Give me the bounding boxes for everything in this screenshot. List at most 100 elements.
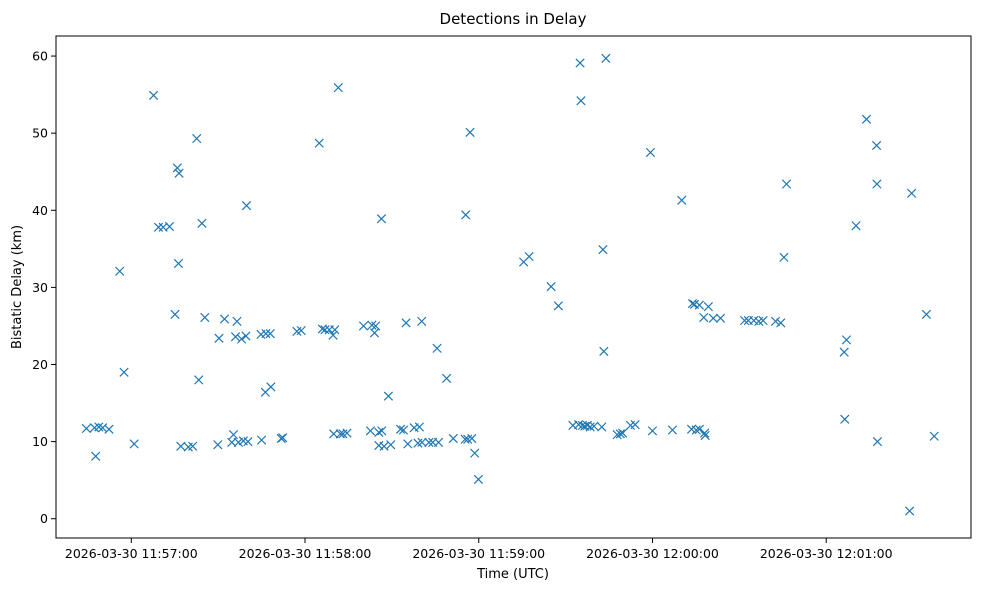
data-point bbox=[377, 426, 387, 436]
data-point bbox=[241, 201, 252, 211]
data-point bbox=[546, 281, 556, 292]
y-tick-label: 60 bbox=[32, 49, 48, 64]
x-axis: 2026-03-30 11:57:00 2026-03-30 11:58:00 20… bbox=[65, 538, 893, 561]
data-point bbox=[417, 316, 427, 326]
data-point bbox=[197, 218, 207, 229]
data-point bbox=[256, 435, 267, 445]
data-point bbox=[314, 138, 324, 148]
data-point bbox=[214, 333, 224, 343]
data-point bbox=[173, 258, 184, 269]
data-point bbox=[467, 433, 477, 444]
data-point bbox=[575, 58, 585, 68]
data-point bbox=[81, 423, 92, 434]
data-point bbox=[278, 433, 288, 443]
data-point bbox=[647, 426, 658, 436]
data-point bbox=[779, 252, 789, 262]
data-point bbox=[395, 424, 406, 434]
data-point bbox=[232, 316, 242, 326]
data-point bbox=[236, 334, 247, 344]
data-point bbox=[174, 168, 184, 178]
data-point bbox=[115, 266, 125, 276]
data-point bbox=[328, 330, 338, 340]
data-point bbox=[265, 329, 275, 339]
plot-area bbox=[55, 35, 972, 539]
x-tick-label: 2026-03-30 11:57:00 bbox=[65, 546, 198, 561]
data-point bbox=[553, 301, 564, 311]
data-point bbox=[153, 222, 164, 232]
data-point bbox=[227, 437, 237, 448]
data-point bbox=[615, 429, 625, 439]
x-tick-label: 2026-03-30 11:58:00 bbox=[239, 546, 372, 561]
data-point bbox=[374, 427, 384, 437]
data-point bbox=[441, 373, 452, 384]
data-point bbox=[330, 325, 340, 335]
data-point bbox=[94, 422, 104, 432]
data-point bbox=[241, 331, 251, 341]
data-point bbox=[851, 221, 861, 231]
data-point bbox=[687, 298, 698, 309]
data-point bbox=[871, 140, 882, 151]
data-point bbox=[228, 430, 239, 440]
x-axis-label: Time (UTC) bbox=[476, 567, 549, 582]
data-point bbox=[176, 441, 186, 451]
data-point bbox=[266, 382, 276, 392]
data-point bbox=[329, 429, 339, 439]
data-point bbox=[414, 422, 425, 432]
data-point bbox=[243, 436, 253, 447]
data-point bbox=[781, 179, 792, 189]
data-point bbox=[574, 420, 584, 430]
data-point bbox=[645, 147, 656, 158]
data-point bbox=[465, 127, 475, 138]
data-point bbox=[694, 300, 705, 310]
data-point bbox=[367, 320, 377, 330]
data-point bbox=[703, 302, 713, 312]
data-point bbox=[192, 133, 202, 144]
data-point bbox=[840, 414, 850, 424]
data-point bbox=[839, 347, 849, 357]
data-point bbox=[365, 426, 376, 436]
data-point bbox=[524, 251, 534, 262]
data-point bbox=[296, 325, 306, 336]
data-point bbox=[433, 437, 444, 448]
data-point bbox=[386, 440, 396, 450]
data-point bbox=[194, 375, 204, 385]
data-point bbox=[91, 451, 101, 461]
data-point bbox=[119, 367, 129, 377]
y-tick-label: 0 bbox=[40, 511, 48, 526]
data-point bbox=[677, 195, 687, 205]
y-tick-label: 10 bbox=[32, 434, 48, 449]
data-point bbox=[667, 425, 678, 435]
data-point bbox=[699, 428, 710, 438]
data-point bbox=[872, 436, 883, 447]
data-point bbox=[261, 329, 271, 339]
data-point bbox=[598, 244, 608, 255]
data-points bbox=[81, 53, 939, 516]
data-point bbox=[417, 437, 427, 448]
data-point bbox=[576, 96, 586, 106]
data-point bbox=[358, 321, 369, 331]
data-point bbox=[219, 314, 230, 324]
data-point bbox=[776, 318, 786, 328]
data-point bbox=[371, 321, 381, 331]
data-point bbox=[403, 439, 413, 449]
data-point bbox=[907, 188, 917, 198]
data-point bbox=[170, 309, 180, 319]
data-point bbox=[129, 439, 139, 449]
data-point bbox=[758, 315, 768, 326]
y-axis-label: Bistatic Delay (km) bbox=[10, 225, 25, 349]
data-point bbox=[320, 325, 330, 335]
data-point bbox=[213, 440, 223, 450]
x-tick-label: 2026-03-30 11:59:00 bbox=[412, 546, 545, 561]
data-point bbox=[601, 53, 611, 63]
data-point bbox=[164, 221, 175, 232]
data-point bbox=[630, 420, 640, 430]
y-axis: 0 10 20 30 40 50 60 bbox=[32, 49, 56, 526]
y-tick-label: 30 bbox=[32, 280, 48, 295]
data-point bbox=[233, 437, 244, 448]
data-point bbox=[461, 210, 471, 220]
data-point bbox=[929, 431, 939, 441]
y-tick-label: 40 bbox=[32, 203, 48, 218]
chart-title: Detections in Delay bbox=[440, 10, 587, 28]
x-tick-label: 2026-03-30 12:01:00 bbox=[760, 546, 893, 561]
data-point bbox=[376, 214, 387, 224]
